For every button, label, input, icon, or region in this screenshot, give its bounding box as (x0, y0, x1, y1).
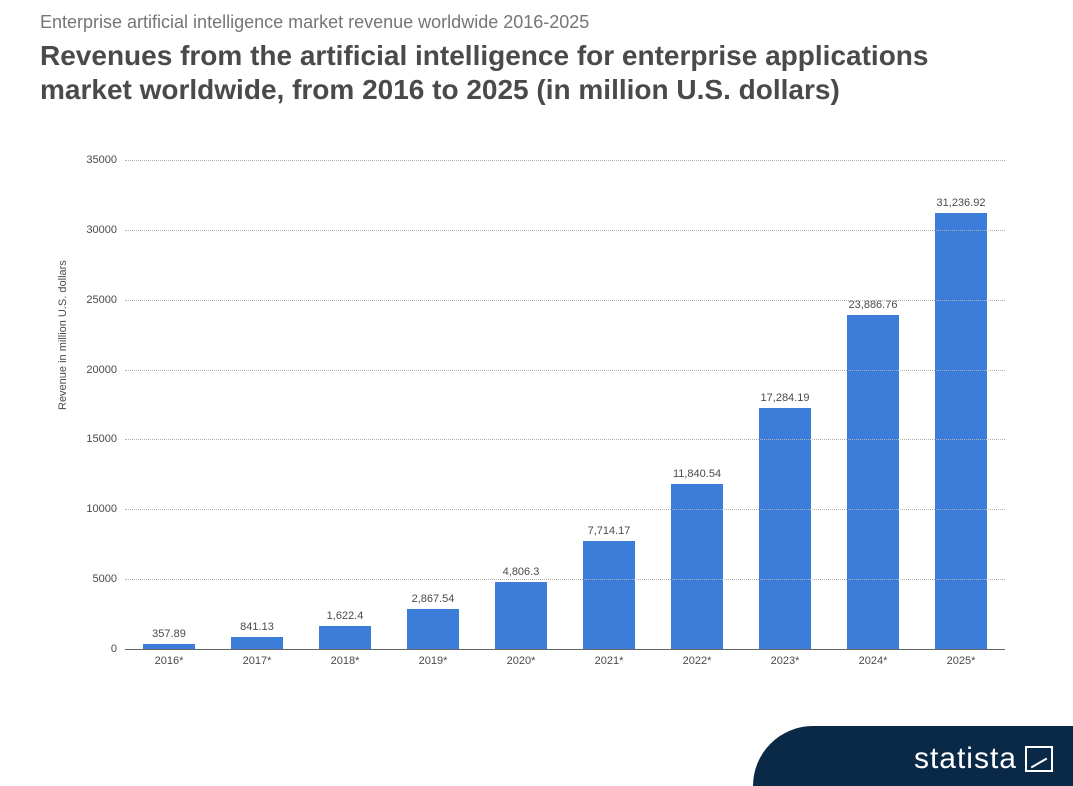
y-tick-label: 25000 (86, 294, 125, 306)
bar-slot: 841.132017* (213, 160, 301, 649)
logo-label: statista (914, 742, 1017, 776)
gridline (125, 230, 1005, 231)
x-tick-label: 2025* (947, 655, 976, 667)
bar-slot: 7,714.172021* (565, 160, 653, 649)
bar-value-label: 357.89 (152, 628, 186, 640)
bar (407, 609, 458, 649)
bar-value-label: 17,284.19 (761, 392, 810, 404)
bar-slot: 31,236.922025* (917, 160, 1005, 649)
bar (319, 626, 370, 649)
bar-value-label: 23,886.76 (849, 299, 898, 311)
bar-slot: 357.892016* (125, 160, 213, 649)
y-tick-label: 10000 (86, 503, 125, 515)
x-tick-label: 2020* (507, 655, 536, 667)
chart-icon (1025, 746, 1053, 772)
x-tick-label: 2023* (771, 655, 800, 667)
x-tick-label: 2016* (155, 655, 184, 667)
x-tick-label: 2017* (243, 655, 272, 667)
bar-slot: 17,284.192023* (741, 160, 829, 649)
y-tick-label: 20000 (86, 364, 125, 376)
bar-value-label: 2,867.54 (412, 593, 455, 605)
bar (495, 582, 546, 649)
bar-value-label: 4,806.3 (503, 566, 540, 578)
bars-container: 357.892016*841.132017*1,622.42018*2,867.… (125, 160, 1005, 649)
footer-logo: statista (753, 726, 1073, 786)
x-tick-label: 2021* (595, 655, 624, 667)
bar-slot: 2,867.542019* (389, 160, 477, 649)
bar-slot: 11,840.542022* (653, 160, 741, 649)
y-tick-label: 35000 (86, 154, 125, 166)
bar-slot: 4,806.32020* (477, 160, 565, 649)
gridline (125, 160, 1005, 161)
gridline (125, 509, 1005, 510)
x-tick-label: 2018* (331, 655, 360, 667)
chart-subtitle: Enterprise artificial intelligence marke… (40, 12, 1033, 33)
x-tick-label: 2019* (419, 655, 448, 667)
y-tick-label: 5000 (93, 573, 125, 585)
y-tick-label: 0 (111, 643, 125, 655)
y-axis-label: Revenue in million U.S. dollars (57, 260, 69, 410)
plot-region: 357.892016*841.132017*1,622.42018*2,867.… (125, 160, 1005, 650)
statista-logo: statista (914, 742, 1053, 776)
bar (759, 408, 810, 649)
gridline (125, 439, 1005, 440)
bar (935, 213, 986, 649)
bar (847, 315, 898, 649)
y-tick-label: 30000 (86, 224, 125, 236)
bar-slot: 1,622.42018* (301, 160, 389, 649)
bar-value-label: 31,236.92 (937, 197, 986, 209)
gridline (125, 300, 1005, 301)
bar-value-label: 841.13 (240, 621, 274, 633)
bar (231, 637, 282, 649)
gridline (125, 370, 1005, 371)
bar-value-label: 7,714.17 (588, 525, 631, 537)
chart-area: Revenue in million U.S. dollars 357.8920… (65, 150, 1005, 670)
x-tick-label: 2024* (859, 655, 888, 667)
chart-title: Revenues from the artificial intelligenc… (40, 39, 940, 106)
bar-slot: 23,886.762024* (829, 160, 917, 649)
chart-header: Enterprise artificial intelligence marke… (0, 0, 1073, 106)
bar-value-label: 1,622.4 (327, 610, 364, 622)
x-tick-label: 2022* (683, 655, 712, 667)
gridline (125, 579, 1005, 580)
y-tick-label: 15000 (86, 433, 125, 445)
bar (143, 644, 194, 649)
bar (583, 541, 634, 649)
bar-value-label: 11,840.54 (673, 468, 721, 480)
